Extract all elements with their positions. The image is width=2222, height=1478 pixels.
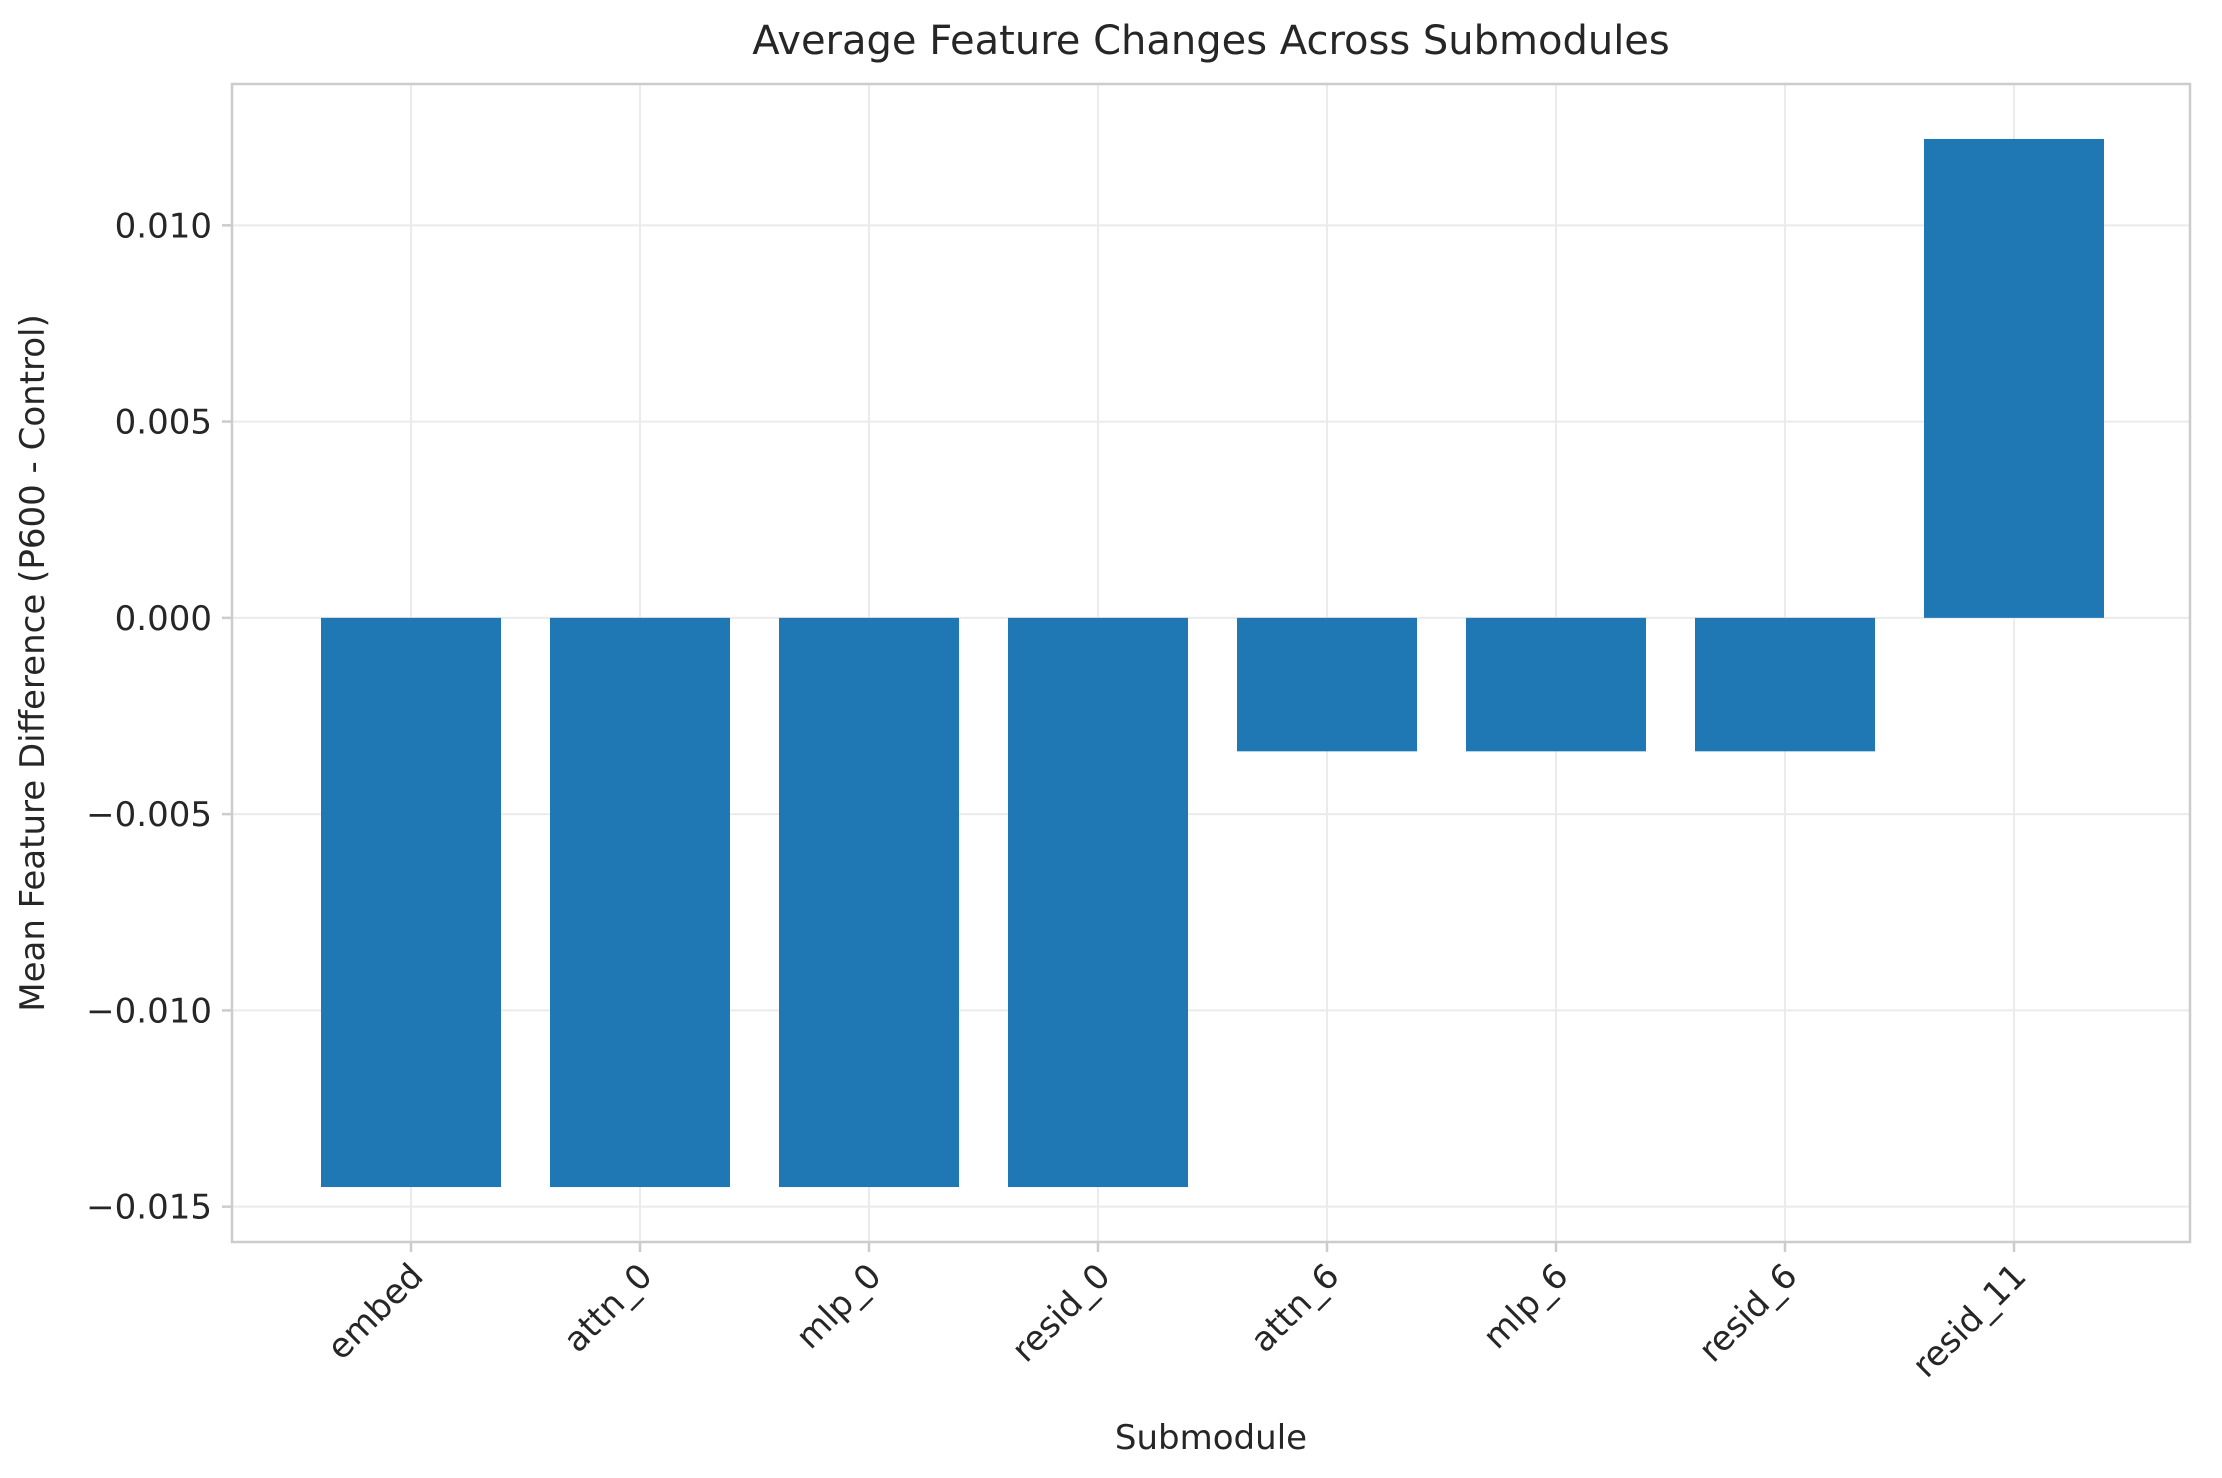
x-tick-label: resid_11 (1905, 1256, 2035, 1386)
y-axis-ticks: 0.010 0.005 0.000 −0.005 −0.010 −0.015 (86, 206, 232, 1228)
bar-resid-6 (1695, 617, 1875, 752)
y-tick-label: 0.005 (115, 403, 212, 443)
bar-mlp-6 (1466, 617, 1646, 752)
x-tick-label: mlp_0 (788, 1256, 889, 1357)
grid-lines (232, 84, 2190, 1242)
x-tick-label: resid_0 (1004, 1256, 1118, 1370)
bar-attn-6 (1237, 617, 1417, 752)
y-axis-label: Mean Feature Difference (P600 - Control) (13, 314, 53, 1012)
x-axis-ticks: embed attn_0 mlp_0 resid_0 attn_6 mlp_6 resid_… (320, 1242, 2035, 1386)
y-tick-label: −0.015 (86, 1188, 212, 1228)
y-tick-label: −0.010 (86, 991, 212, 1031)
bar-resid-11 (1924, 138, 2104, 618)
y-tick-label: 0.010 (115, 206, 212, 246)
bar-embed (321, 617, 501, 1188)
x-tick-label: embed (320, 1256, 432, 1368)
chart-title: Average Feature Changes Across Submodule… (752, 18, 1670, 64)
bars (321, 138, 2104, 1188)
x-tick-label: attn_0 (556, 1256, 660, 1360)
bar-attn-0 (550, 617, 730, 1188)
x-axis-label: Submodule (1115, 1418, 1307, 1458)
x-tick-label: mlp_6 (1475, 1256, 1576, 1357)
y-tick-label: 0.000 (115, 599, 212, 639)
plot-frame (230, 82, 2192, 1244)
bar-resid-0 (1008, 617, 1188, 1188)
bar-mlp-0 (779, 617, 959, 1188)
y-tick-label: −0.005 (86, 795, 212, 835)
x-tick-label: resid_6 (1691, 1256, 1805, 1370)
x-tick-label: attn_6 (1243, 1256, 1347, 1360)
